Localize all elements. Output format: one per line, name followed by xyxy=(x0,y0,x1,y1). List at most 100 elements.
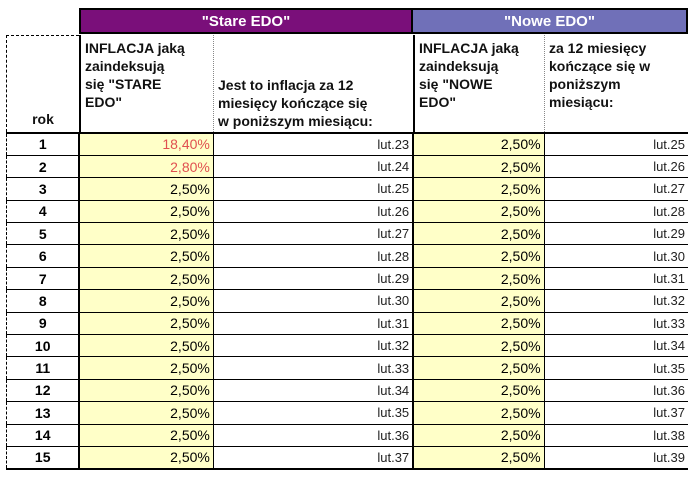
cell-stare-okres[interactable]: lut.29 xyxy=(213,267,415,291)
cell-nowe-okres[interactable]: lut.26 xyxy=(544,155,688,179)
nowe-edo-header[interactable]: "Nowe EDO" xyxy=(413,8,688,34)
cell-nowe-inflacja[interactable]: 2,50% xyxy=(413,222,545,246)
cell-nowe-inflacja[interactable]: 2,50% xyxy=(413,131,545,156)
cell-stare-inflacja[interactable]: 2,50% xyxy=(79,244,214,268)
cell-stare-okres[interactable]: lut.33 xyxy=(213,356,415,380)
cell-stare-inflacja[interactable]: 2,50% xyxy=(79,200,214,224)
cell-rok[interactable]: 4 xyxy=(6,200,81,224)
cell-nowe-okres[interactable]: lut.34 xyxy=(544,334,688,358)
cell-stare-okres[interactable]: lut.37 xyxy=(213,446,415,470)
cell-nowe-inflacja[interactable]: 2,50% xyxy=(413,312,545,336)
cell-rok[interactable]: 5 xyxy=(6,222,81,246)
cell-stare-inflacja[interactable]: 2,50% xyxy=(79,446,214,470)
cell-rok[interactable]: 6 xyxy=(6,244,81,268)
cell-nowe-okres[interactable]: lut.35 xyxy=(544,356,688,380)
cell-rok[interactable]: 12 xyxy=(6,379,81,403)
cell-stare-inflacja[interactable]: 2,50% xyxy=(79,222,214,246)
table-row: 11 2,50% lut.33 2,50% lut.35 xyxy=(6,356,688,380)
cell-nowe-inflacja[interactable]: 2,50% xyxy=(413,289,545,313)
cell-stare-inflacja[interactable]: 18,40% xyxy=(79,131,214,156)
header-line: zaindeksują xyxy=(419,58,499,74)
header-line: za 12 miesięcy xyxy=(549,40,647,56)
cell-stare-okres[interactable]: lut.36 xyxy=(213,424,415,447)
cell-stare-inflacja[interactable]: 2,50% xyxy=(79,312,214,336)
cell-rok[interactable]: 10 xyxy=(6,334,81,358)
cell-rok[interactable]: 8 xyxy=(6,289,81,313)
cell-rok[interactable]: 9 xyxy=(6,312,81,336)
table-row: 4 2,50% lut.26 2,50% lut.28 xyxy=(6,200,688,224)
cell-rok[interactable]: 3 xyxy=(6,177,81,201)
header-line: Jest to inflacja za 12 xyxy=(218,77,354,93)
cell-stare-inflacja[interactable]: 2,50% xyxy=(79,379,214,403)
cell-stare-inflacja[interactable]: 2,50% xyxy=(79,267,214,291)
cell-nowe-okres[interactable]: lut.38 xyxy=(544,424,688,447)
header-line: zaindeksują xyxy=(85,58,165,74)
cell-rok[interactable]: 7 xyxy=(6,267,81,291)
header-nowe-inflacja[interactable]: INFLACJA jaką zaindeksują się "NOWE EDO" xyxy=(413,35,544,132)
header-stare-okres[interactable]: Jest to inflacja za 12 miesięcy kończące… xyxy=(213,35,413,132)
cell-nowe-inflacja[interactable]: 2,50% xyxy=(413,356,545,380)
header-line: miesiącu: xyxy=(549,94,614,110)
cell-stare-inflacja[interactable]: 2,50% xyxy=(79,356,214,380)
cell-nowe-okres[interactable]: lut.27 xyxy=(544,177,688,201)
table-row: 6 2,50% lut.28 2,50% lut.30 xyxy=(6,244,688,268)
cell-nowe-inflacja[interactable]: 2,50% xyxy=(413,267,545,291)
cell-nowe-inflacja[interactable]: 2,50% xyxy=(413,244,545,268)
cell-nowe-okres[interactable]: lut.28 xyxy=(544,200,688,224)
cell-stare-okres[interactable]: lut.28 xyxy=(213,244,415,268)
cell-nowe-inflacja[interactable]: 2,50% xyxy=(413,334,545,358)
cell-stare-okres[interactable]: lut.25 xyxy=(213,177,415,201)
cell-nowe-inflacja[interactable]: 2,50% xyxy=(413,446,545,470)
cell-stare-inflacja[interactable]: 2,50% xyxy=(79,289,214,313)
stare-edo-header[interactable]: "Stare EDO" xyxy=(79,8,413,34)
cell-stare-inflacja[interactable]: 2,50% xyxy=(79,334,214,358)
cell-nowe-okres[interactable]: lut.29 xyxy=(544,222,688,246)
cell-rok[interactable]: 13 xyxy=(6,401,81,425)
cell-stare-inflacja[interactable]: 2,50% xyxy=(79,401,214,425)
cell-nowe-inflacja[interactable]: 2,50% xyxy=(413,155,545,179)
cell-nowe-okres[interactable]: lut.31 xyxy=(544,267,688,291)
cell-rok[interactable]: 1 xyxy=(6,131,81,156)
header-rok[interactable]: rok xyxy=(6,35,79,132)
table-row: 12 2,50% lut.34 2,50% lut.36 xyxy=(6,379,688,403)
cell-rok[interactable]: 14 xyxy=(6,424,81,447)
table-row: 15 2,50% lut.37 2,50% lut.39 xyxy=(6,446,688,470)
cell-rok[interactable]: 2 xyxy=(6,155,81,179)
cell-stare-okres[interactable]: lut.24 xyxy=(213,155,415,179)
cell-nowe-okres[interactable]: lut.25 xyxy=(544,131,688,156)
cell-stare-inflacja[interactable]: 2,80% xyxy=(79,155,214,179)
header-nowe-okres[interactable]: za 12 miesięcy kończące się w poniższym … xyxy=(544,35,688,132)
cell-stare-okres[interactable]: lut.34 xyxy=(213,379,415,403)
header-stare-inflacja[interactable]: INFLACJA jaką zaindeksują się "STARE EDO… xyxy=(79,35,213,132)
cell-rok[interactable]: 11 xyxy=(6,356,81,380)
cell-nowe-inflacja[interactable]: 2,50% xyxy=(413,424,545,447)
cell-nowe-okres[interactable]: lut.30 xyxy=(544,244,688,268)
table-row: 5 2,50% lut.27 2,50% lut.29 xyxy=(6,222,688,246)
cell-stare-okres[interactable]: lut.26 xyxy=(213,200,415,224)
cell-stare-inflacja[interactable]: 2,50% xyxy=(79,424,214,447)
cell-rok[interactable]: 15 xyxy=(6,446,81,470)
cell-stare-okres[interactable]: lut.27 xyxy=(213,222,415,246)
cell-stare-inflacja[interactable]: 2,50% xyxy=(79,177,214,201)
edo-table: 1 18,40% lut.23 2,50% lut.25 2 2,80% lut.24 2,50… xyxy=(6,131,688,470)
cell-stare-okres[interactable]: lut.35 xyxy=(213,401,415,425)
cell-stare-okres[interactable]: lut.31 xyxy=(213,312,415,336)
header-line: INFLACJA jaką xyxy=(419,40,519,56)
cell-nowe-okres[interactable]: lut.33 xyxy=(544,312,688,336)
cell-nowe-okres[interactable]: lut.36 xyxy=(544,379,688,403)
cell-stare-okres[interactable]: lut.30 xyxy=(213,289,415,313)
table-row: 13 2,50% lut.35 2,50% lut.37 xyxy=(6,401,688,425)
table-row: 9 2,50% lut.31 2,50% lut.33 xyxy=(6,312,688,336)
cell-stare-okres[interactable]: lut.32 xyxy=(213,334,415,358)
edo-table-body: 1 18,40% lut.23 2,50% lut.25 2 2,80% lut.24 2,50… xyxy=(6,131,688,470)
cell-nowe-okres[interactable]: lut.32 xyxy=(544,289,688,313)
cell-nowe-okres[interactable]: lut.39 xyxy=(544,446,688,470)
cell-nowe-inflacja[interactable]: 2,50% xyxy=(413,379,545,403)
cell-nowe-inflacja[interactable]: 2,50% xyxy=(413,401,545,425)
cell-nowe-inflacja[interactable]: 2,50% xyxy=(413,177,545,201)
cell-nowe-inflacja[interactable]: 2,50% xyxy=(413,200,545,224)
table-row: 10 2,50% lut.32 2,50% lut.34 xyxy=(6,334,688,358)
cell-nowe-okres[interactable]: lut.37 xyxy=(544,401,688,425)
cell-stare-okres[interactable]: lut.23 xyxy=(213,131,415,156)
